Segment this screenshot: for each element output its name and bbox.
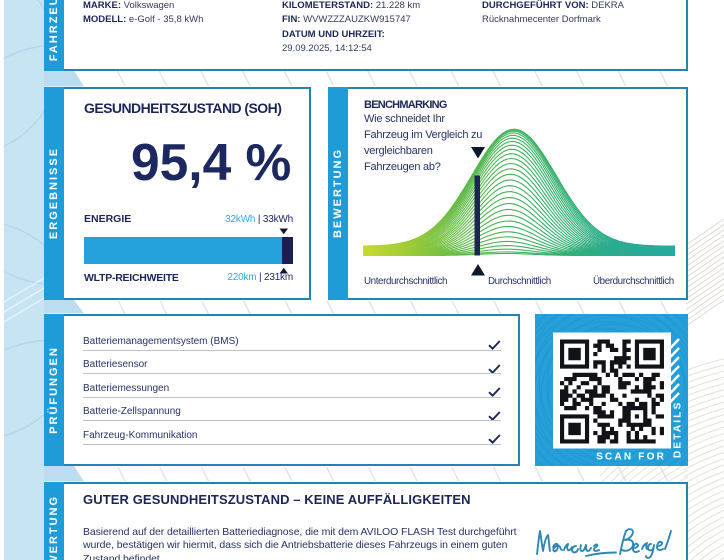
svg-text:DETAILS: DETAILS: [673, 400, 684, 457]
svg-text:SCAN FOR: SCAN FOR: [596, 451, 666, 462]
